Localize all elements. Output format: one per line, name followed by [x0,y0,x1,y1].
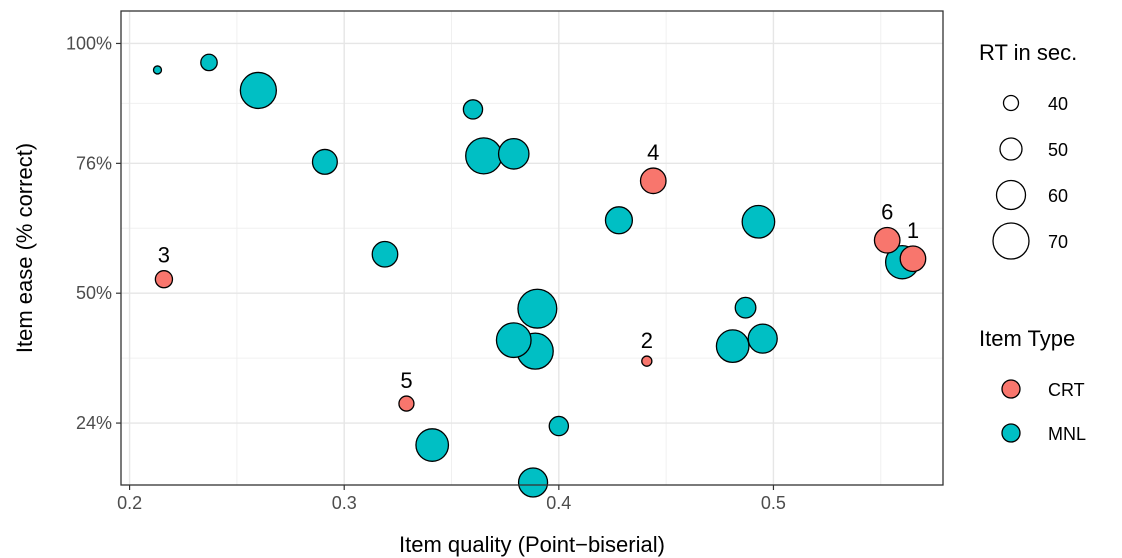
data-point-mnl [734,296,757,319]
legend-size-label: 70 [1048,232,1068,252]
legend-color-label: CRT [1048,380,1085,400]
point-label: 2 [641,328,653,353]
legend-size-title: RT in sec. [979,40,1077,65]
data-point-mnl [741,204,776,239]
point-label: 4 [647,140,659,165]
y-tick-label: 50% [76,283,112,303]
data-point-mnl [371,240,399,268]
legend-size: RT in sec. 40 50 60 70 [979,40,1077,260]
panel-border [120,10,944,486]
data-point-mnl [311,148,338,175]
y-axis-ticks: 24% 50% 76% 100% [66,33,121,433]
legend-size-label: 60 [1048,186,1068,206]
data-point-crt [899,245,927,273]
data-point-crt [641,355,653,367]
data-point-mnl [747,323,778,354]
data-points [152,53,927,498]
point-labels: 4 61 3 5 2 [158,140,919,393]
data-point-crt [398,395,415,412]
y-tick-label: 100% [66,33,112,53]
x-tick-label: 0.3 [332,493,357,513]
legend-size-key [995,179,1027,211]
x-axis-title: Item quality (Point−biserial) [399,532,665,557]
data-point-mnl [517,467,549,498]
point-label: 1 [907,218,919,243]
x-tick-label: 0.5 [761,493,786,513]
data-point-mnl [200,53,218,72]
point-label: 3 [158,243,170,268]
data-point-mnl [604,206,634,235]
data-point-mnl [517,288,558,329]
legend-size-key [1002,94,1020,112]
data-point-mnl [497,137,530,170]
legend-color-key [1001,379,1021,399]
x-axis-ticks: 0.2 0.3 0.4 0.5 [117,485,786,513]
y-tick-label: 24% [76,413,112,433]
legend-size-label: 50 [1048,140,1068,160]
data-point-mnl [152,65,163,75]
data-point-mnl [715,329,750,364]
point-label: 6 [881,200,893,225]
point-label: 5 [400,368,412,393]
data-point-mnl [415,428,450,462]
data-point-crt [639,167,667,195]
y-tick-label: 76% [76,153,112,173]
legend-size-key [999,137,1023,161]
data-point-mnl [239,71,278,110]
data-point-mnl [465,137,503,175]
data-point-mnl [548,415,570,437]
y-axis-title: Item ease (% correct) [12,143,37,353]
data-point-crt [873,226,901,254]
data-point-mnl [495,322,532,359]
x-tick-label: 0.2 [117,493,142,513]
legend-size-key [992,222,1030,260]
x-tick-label: 0.4 [546,493,571,513]
data-point-crt [154,270,174,289]
legend-color: Item Type CRT MNL [979,326,1086,444]
data-point-mnl [462,99,484,120]
legend-color-label: MNL [1048,424,1086,444]
legend-size-label: 40 [1048,94,1068,114]
legend-color-key [1001,423,1021,443]
legend-color-title: Item Type [979,326,1075,351]
